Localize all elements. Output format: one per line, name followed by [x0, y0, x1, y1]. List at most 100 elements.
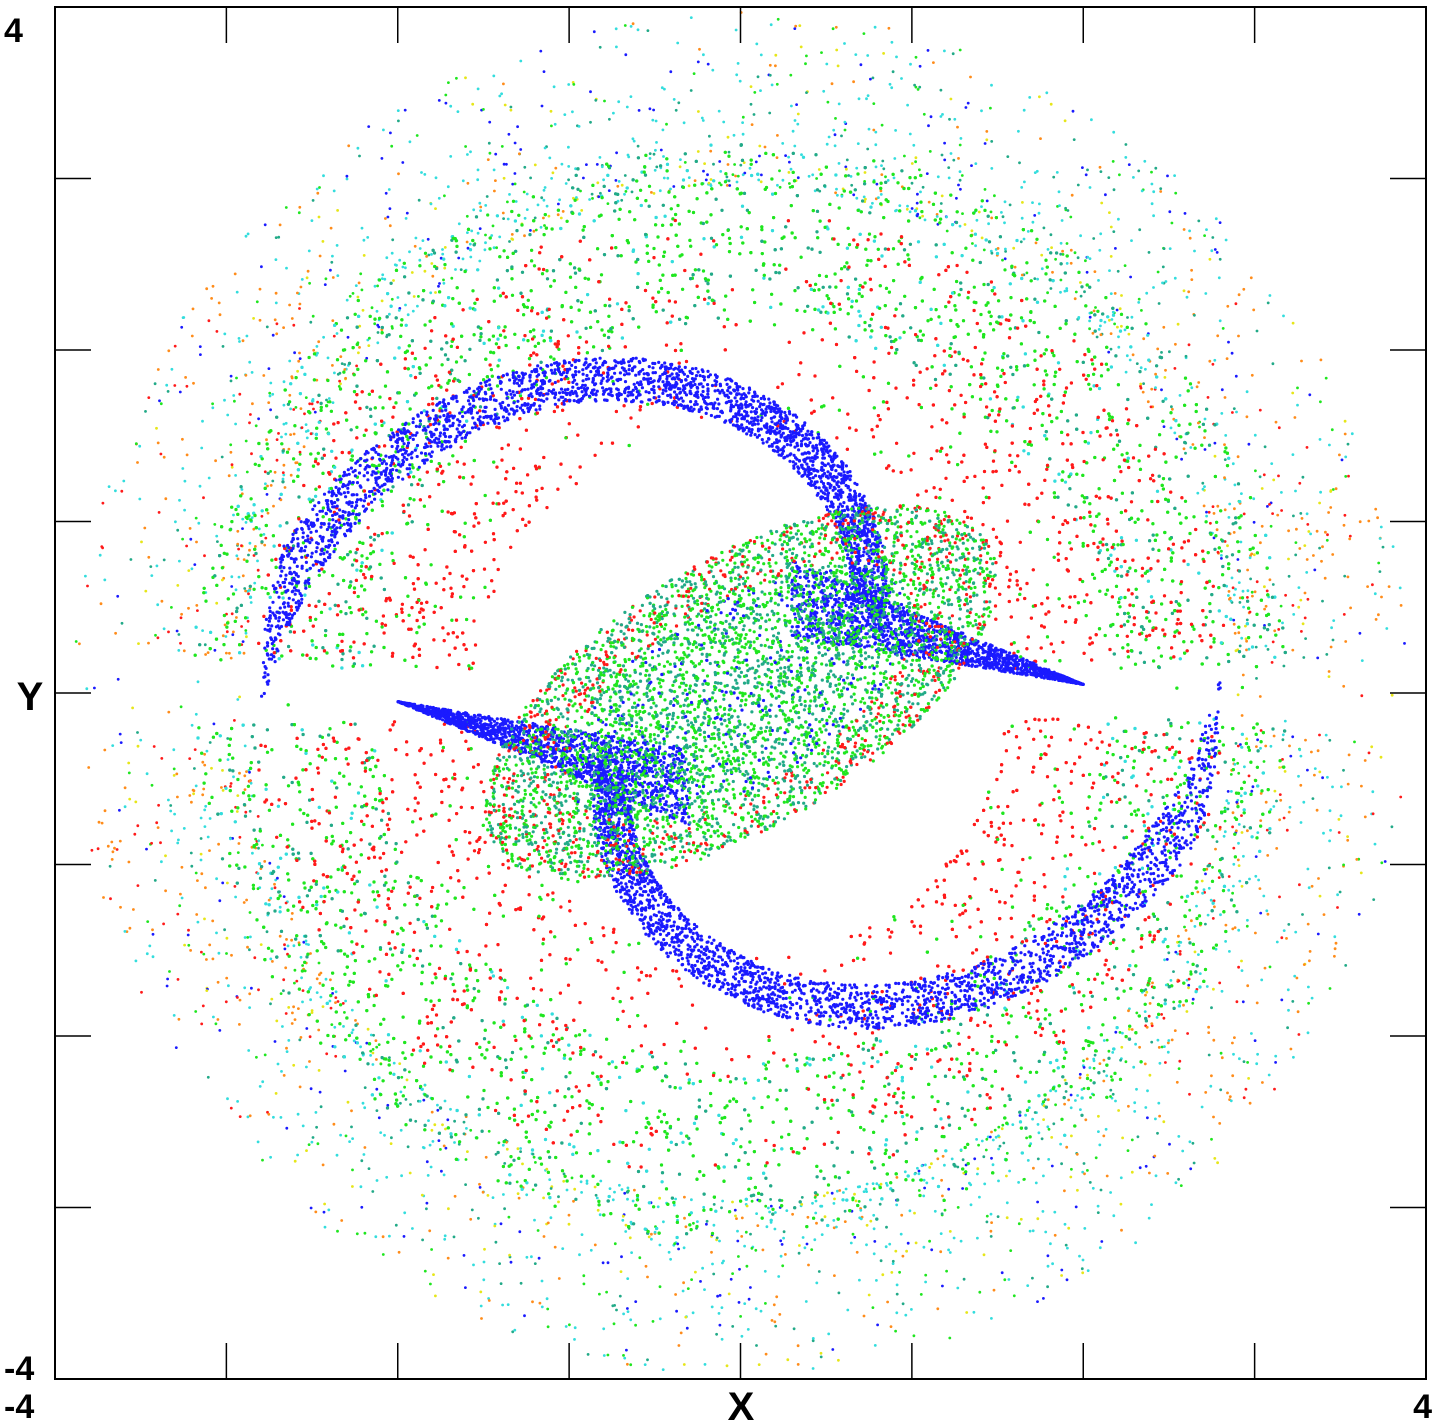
data-point	[660, 149, 663, 152]
data-point	[1054, 1103, 1057, 1106]
data-point	[266, 485, 269, 488]
data-point	[1319, 400, 1322, 403]
data-point	[1154, 386, 1157, 389]
data-point	[629, 1236, 632, 1239]
data-point	[1235, 801, 1238, 804]
data-point	[1379, 537, 1382, 540]
data-point	[287, 1039, 290, 1042]
data-point	[196, 609, 199, 612]
data-point	[312, 199, 315, 202]
data-point	[1328, 675, 1331, 678]
data-point	[1008, 1278, 1011, 1281]
data-point	[760, 180, 763, 183]
data-point	[591, 193, 594, 196]
data-point	[1218, 876, 1221, 879]
data-point	[168, 970, 171, 973]
data-point	[718, 1240, 721, 1243]
data-point	[784, 154, 787, 157]
data-point	[757, 75, 760, 78]
data-point	[773, 1303, 776, 1306]
data-point	[895, 1204, 898, 1207]
data-point	[780, 1255, 783, 1258]
data-point	[882, 52, 885, 55]
data-point	[275, 1020, 278, 1023]
data-point	[110, 841, 113, 844]
data-point	[923, 113, 926, 116]
data-point	[990, 211, 993, 214]
data-point	[102, 896, 105, 899]
data-point	[858, 97, 861, 100]
data-point	[316, 977, 319, 980]
data-point	[246, 946, 249, 949]
data-point	[895, 56, 898, 59]
data-point	[1238, 864, 1241, 867]
data-point	[1166, 1172, 1169, 1175]
data-point	[503, 1162, 506, 1165]
data-point	[1235, 649, 1238, 652]
data-point	[1342, 769, 1345, 772]
data-point	[815, 1282, 818, 1285]
data-point	[379, 1131, 382, 1134]
data-point	[873, 1252, 876, 1255]
data-point	[1158, 1046, 1161, 1049]
data-point	[293, 944, 296, 947]
data-point	[175, 773, 178, 776]
data-point	[237, 851, 240, 854]
data-point	[117, 678, 120, 681]
data-point	[218, 899, 221, 902]
data-point	[834, 191, 837, 194]
data-point	[1335, 487, 1338, 490]
data-point	[257, 815, 260, 818]
data-point	[267, 401, 270, 404]
data-point	[1388, 585, 1391, 588]
data-point	[1003, 221, 1006, 224]
data-point	[530, 1255, 533, 1258]
data-point	[1098, 1144, 1101, 1147]
data-point	[1237, 335, 1240, 338]
data-point	[500, 1222, 503, 1225]
data-point	[906, 205, 909, 208]
data-point	[222, 789, 225, 792]
data-point	[1203, 888, 1206, 891]
data-point	[1128, 1028, 1131, 1031]
data-point	[118, 809, 121, 812]
data-point	[1220, 550, 1223, 553]
data-point	[995, 1136, 998, 1139]
data-point	[545, 1168, 548, 1171]
data-point	[182, 316, 185, 319]
data-point	[1237, 455, 1240, 458]
data-point	[1252, 309, 1255, 312]
data-point	[943, 1164, 946, 1167]
data-point	[376, 1179, 379, 1182]
data-point	[550, 1187, 553, 1190]
data-point	[195, 517, 198, 520]
data-point	[1205, 515, 1208, 518]
data-point	[257, 839, 260, 842]
data-point	[1287, 923, 1290, 926]
data-point	[1148, 1217, 1151, 1220]
data-point	[1212, 505, 1215, 508]
data-point	[1228, 503, 1231, 506]
data-point	[1309, 950, 1312, 953]
data-point	[1102, 1080, 1105, 1083]
data-point	[971, 242, 974, 245]
data-point	[1347, 443, 1350, 446]
data-point	[1360, 872, 1363, 875]
data-point	[385, 335, 388, 338]
data-point	[1254, 1039, 1257, 1042]
data-point	[139, 739, 142, 742]
data-point	[1237, 693, 1240, 696]
data-point	[929, 150, 932, 153]
data-point	[1282, 315, 1285, 318]
data-point	[254, 838, 257, 841]
data-point	[330, 1023, 333, 1026]
data-point	[985, 138, 988, 141]
data-point	[245, 770, 248, 773]
data-point	[300, 407, 303, 410]
data-point	[1246, 596, 1249, 599]
data-point	[627, 1310, 630, 1313]
data-point	[1036, 170, 1039, 173]
data-point	[287, 945, 290, 948]
data-point	[417, 295, 420, 298]
data-point	[1111, 318, 1114, 321]
